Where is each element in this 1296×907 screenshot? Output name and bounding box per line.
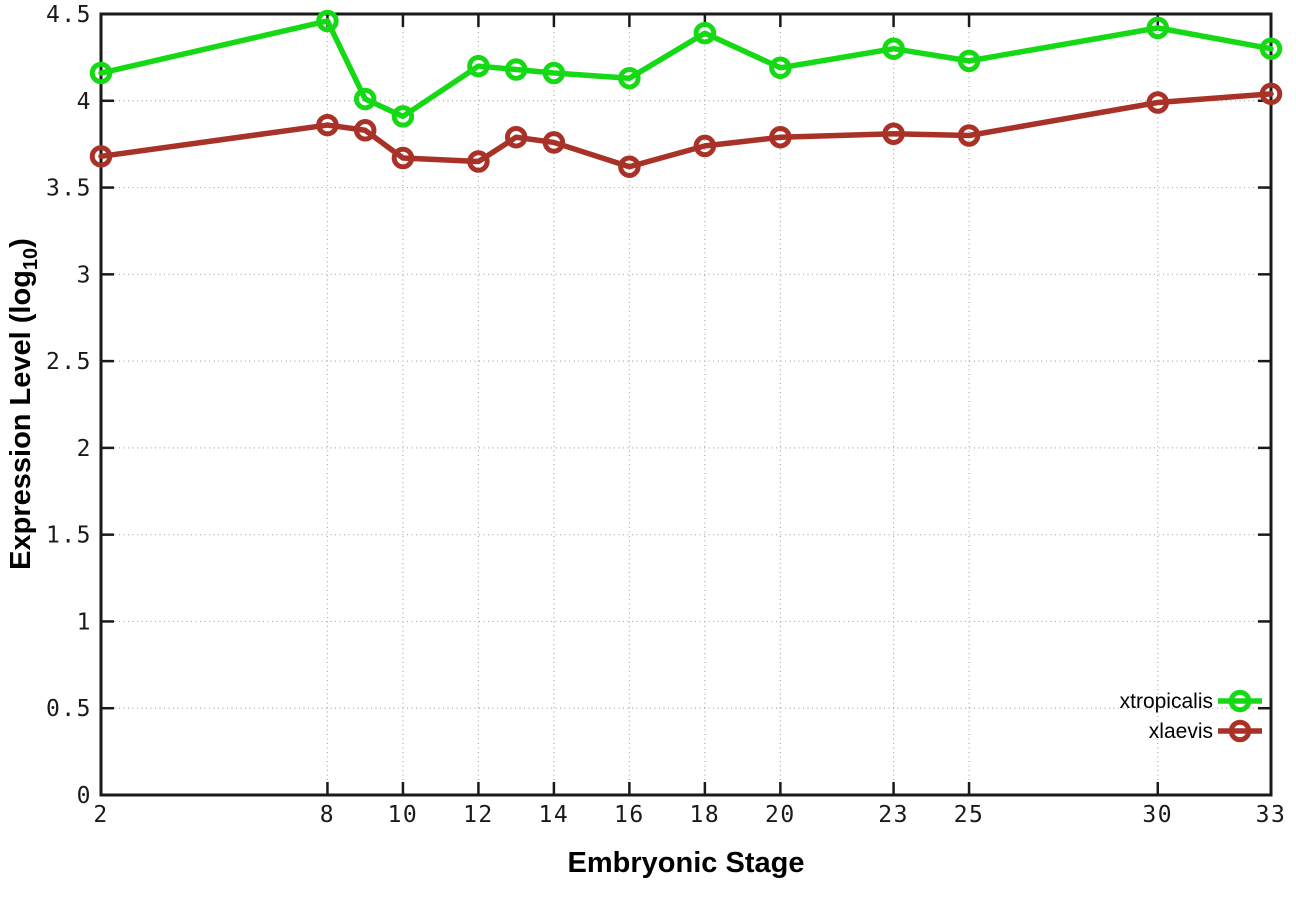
y-tick-label: 1 xyxy=(77,609,92,635)
series-xtropicalis-point xyxy=(769,56,792,80)
x-tick-label: 23 xyxy=(878,802,909,828)
series-xlaevis-point xyxy=(542,131,566,154)
series-xtropicalis-point xyxy=(882,37,905,60)
y-tick-label: 0 xyxy=(77,783,92,809)
legend-label-xtropicalis: xtropicalis xyxy=(1120,690,1213,713)
x-tick-label: 14 xyxy=(539,802,570,828)
series-xtropicalis-point xyxy=(353,87,377,111)
y-axis-title: Expression Level (log10) xyxy=(5,238,42,570)
series-xtropicalis-line xyxy=(98,18,1274,120)
x-axis-title: Embryonic Stage xyxy=(568,847,805,879)
x-tick-label: 2 xyxy=(93,802,108,828)
x-tick-label: 20 xyxy=(765,802,796,828)
series-xlaevis-point xyxy=(391,146,415,170)
series-xlaevis-point xyxy=(353,119,377,142)
x-tick-label: 30 xyxy=(1142,802,1173,828)
y-tick-label: 4.5 xyxy=(46,2,92,28)
plot-border xyxy=(99,12,1273,797)
series-xtropicalis-point xyxy=(618,66,641,90)
x-tick-label: 16 xyxy=(614,802,645,828)
y-tick-label: 1.5 xyxy=(46,523,92,549)
axis-ticks xyxy=(99,12,1273,797)
series-xlaevis-point xyxy=(769,125,792,149)
series-lines xyxy=(89,9,1283,178)
legend-marker xyxy=(1228,689,1252,713)
legend-marker xyxy=(1228,719,1252,743)
x-tick-label: 25 xyxy=(954,802,985,828)
y-tick-label: 3.5 xyxy=(46,176,92,202)
series-xlaevis-point xyxy=(957,124,981,147)
series-xlaevis-point xyxy=(467,150,490,173)
series-xtropicalis-point xyxy=(1259,37,1283,60)
series-xlaevis-point xyxy=(882,122,905,146)
y-tick-label: 4 xyxy=(77,89,92,115)
series-xlaevis-point xyxy=(1146,91,1170,114)
x-tick-label: 8 xyxy=(320,802,335,828)
x-tick-label: 10 xyxy=(388,802,419,828)
series-xlaevis-point xyxy=(504,125,528,149)
series-xtropicalis-point xyxy=(504,58,528,81)
grid-lines xyxy=(101,14,1271,795)
x-tick-label: 33 xyxy=(1256,802,1287,828)
series-xlaevis-point xyxy=(1259,82,1283,106)
series-xlaevis-point xyxy=(693,134,717,158)
series-xtropicalis-point xyxy=(693,21,717,45)
y-tick-label: 0.5 xyxy=(46,696,92,722)
x-tick-label: 12 xyxy=(463,802,494,828)
series-xlaevis-point xyxy=(89,145,113,168)
y-tick-labels: 0 0.5 1 1.5 2 2.5 3 3.5 4 4.5 xyxy=(46,2,92,809)
series-xtropicalis-point xyxy=(316,9,339,33)
series-xtropicalis-point xyxy=(391,105,415,128)
x-tick-label: 18 xyxy=(690,802,721,828)
y-tick-label: 3 xyxy=(77,262,92,288)
x-tick-labels: 2 8 10 12 14 16 18 20 23 25 30 33 xyxy=(93,802,1287,828)
series-xtropicalis-point xyxy=(1146,16,1170,40)
series-xlaevis-line xyxy=(98,91,1274,170)
legend-label-xlaevis: xlaevis xyxy=(1149,720,1213,743)
y-tick-label: 2 xyxy=(77,436,92,462)
series-xtropicalis-point xyxy=(957,49,981,73)
series-xtropicalis-point xyxy=(467,54,490,78)
series-xtropicalis-point xyxy=(89,61,113,85)
series-xtropicalis-point xyxy=(542,61,566,85)
legend: xtropicalis xlaevis xyxy=(1120,689,1262,743)
plot-frame xyxy=(99,12,1273,797)
series-xlaevis-point xyxy=(316,113,339,137)
series-xlaevis-point xyxy=(618,155,641,178)
y-tick-label: 2.5 xyxy=(46,349,92,375)
